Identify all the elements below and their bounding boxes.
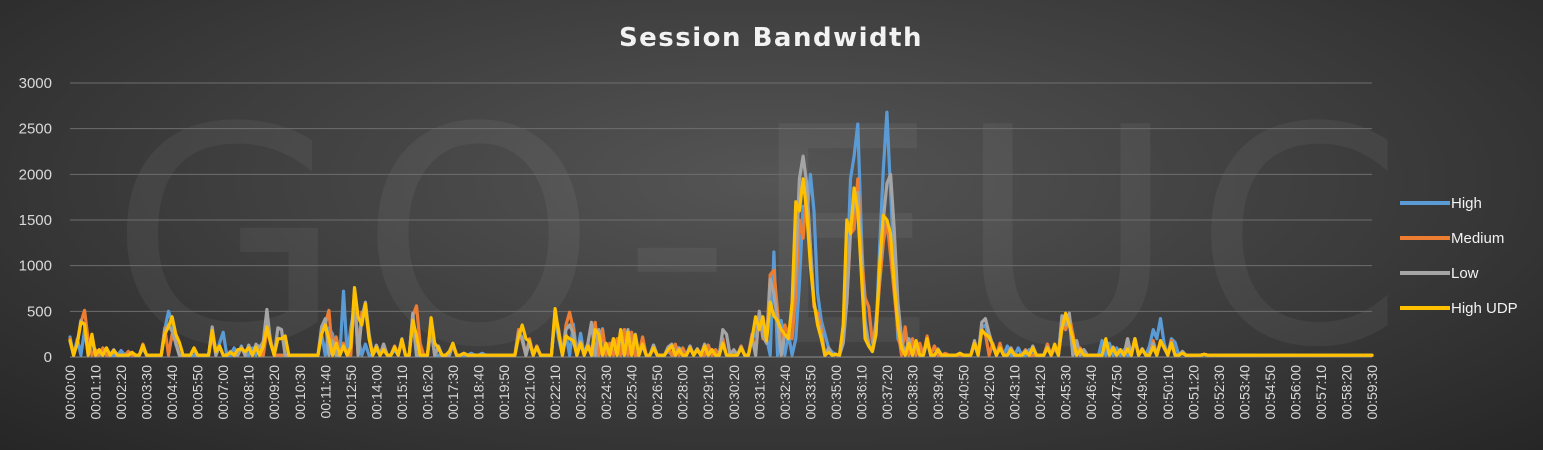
x-tick-label: 00:40:50 xyxy=(956,365,972,420)
x-tick-label: 00:14:00 xyxy=(368,365,384,420)
chart-title: Session Bandwidth xyxy=(619,23,923,53)
gridlines xyxy=(70,82,1372,358)
x-tick-label: 00:11:40 xyxy=(317,365,333,419)
x-tick-label: 00:16:20 xyxy=(419,365,435,420)
x-tick-label: 00:42:00 xyxy=(981,365,997,420)
y-tick-label: 2000 xyxy=(19,166,52,183)
x-tick-label: 00:43:10 xyxy=(1007,365,1023,420)
y-tick-label: 1000 xyxy=(19,258,52,275)
legend-label: Medium xyxy=(1451,230,1504,247)
x-tick-label: 00:05:50 xyxy=(190,365,206,420)
x-tick-label: 00:51:20 xyxy=(1185,365,1201,420)
x-axis: 00:00:00 00:01:10 00:02:20 00:03:30 00:04:40… xyxy=(62,365,1380,420)
x-tick-label: 00:26:50 xyxy=(649,365,665,420)
x-tick-label: 00:39:40 xyxy=(930,365,946,420)
x-tick-label: 00:17:30 xyxy=(445,365,461,420)
x-tick-label: 00:52:30 xyxy=(1211,365,1227,420)
x-tick-label: 00:31:30 xyxy=(751,365,767,420)
x-tick-label: 00:07:00 xyxy=(215,365,231,420)
watermark-text: GO-EUC xyxy=(110,64,1422,413)
y-tick-label: 2500 xyxy=(19,121,52,138)
y-tick-label: 3000 xyxy=(19,75,52,92)
x-tick-label: 00:08:10 xyxy=(241,365,257,420)
x-tick-label: 00:24:30 xyxy=(598,365,614,420)
x-tick-label: 00:15:10 xyxy=(394,365,410,420)
x-tick-label: 00:54:50 xyxy=(1262,365,1278,420)
x-tick-label: 00:23:20 xyxy=(573,365,589,420)
x-tick-label: 00:47:50 xyxy=(1109,365,1125,420)
x-tick-label: 00:58:20 xyxy=(1338,365,1354,420)
x-tick-label: 00:01:10 xyxy=(88,365,104,420)
x-tick-label: 00:02:20 xyxy=(113,365,129,420)
x-tick-label: 00:18:40 xyxy=(470,365,486,420)
x-tick-label: 00:19:50 xyxy=(496,365,512,420)
x-tick-label: 00:57:10 xyxy=(1313,365,1329,420)
x-tick-label: 00:46:40 xyxy=(1083,365,1099,420)
x-tick-label: 00:29:10 xyxy=(700,365,716,420)
x-tick-label: 00:59:30 xyxy=(1364,365,1380,420)
x-tick-label: 00:28:00 xyxy=(675,365,691,420)
x-tick-label: 00:09:20 xyxy=(266,365,282,420)
x-tick-label: 00:25:40 xyxy=(624,365,640,420)
legend-label: High xyxy=(1451,195,1482,212)
series-lines xyxy=(68,110,1374,357)
x-tick-label: 00:32:40 xyxy=(777,365,793,420)
legend: High Medium Low High UDP xyxy=(1400,195,1518,317)
y-tick-label: 500 xyxy=(27,303,52,320)
x-tick-label: 00:04:40 xyxy=(164,365,180,420)
x-tick-label: 00:53:40 xyxy=(1236,365,1252,420)
x-tick-label: 00:56:00 xyxy=(1287,365,1303,420)
x-tick-label: 00:12:50 xyxy=(343,365,359,420)
y-axis: 0 500 1000 1500 2000 2500 3000 xyxy=(19,75,52,366)
x-tick-label: 00:30:20 xyxy=(726,365,742,420)
y-tick-label: 1500 xyxy=(19,212,52,229)
x-tick-label: 00:03:30 xyxy=(139,365,155,420)
x-tick-label: 00:44:20 xyxy=(1032,365,1048,420)
x-tick-label: 00:00:00 xyxy=(62,365,78,420)
x-tick-label: 00:36:10 xyxy=(853,365,869,420)
x-tick-label: 00:33:50 xyxy=(802,365,818,420)
x-tick-label: 00:37:20 xyxy=(879,365,895,420)
x-tick-label: 00:21:00 xyxy=(522,365,538,420)
x-tick-label: 00:35:00 xyxy=(828,365,844,420)
x-tick-label: 00:22:10 xyxy=(547,365,563,420)
x-tick-label: 00:49:00 xyxy=(1134,365,1150,420)
x-tick-label: 00:50:10 xyxy=(1160,365,1176,420)
legend-label: Low xyxy=(1451,265,1479,282)
y-tick-label: 0 xyxy=(44,349,52,366)
legend-label: High UDP xyxy=(1451,300,1518,317)
x-tick-label: 00:45:30 xyxy=(1058,365,1074,420)
series-line xyxy=(68,177,1374,357)
x-tick-label: 00:10:30 xyxy=(292,365,308,420)
x-tick-label: 00:38:30 xyxy=(904,365,920,420)
